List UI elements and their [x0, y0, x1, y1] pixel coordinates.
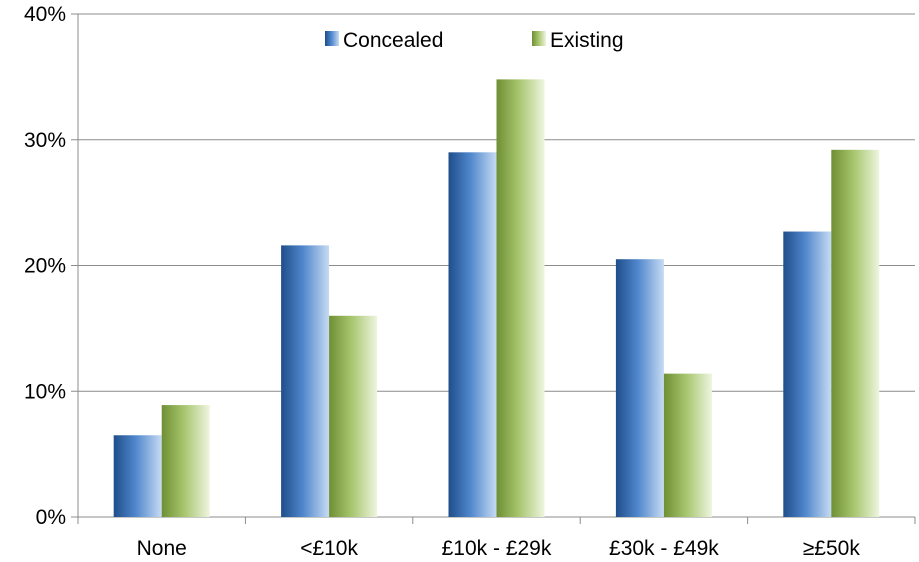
legend-label-concealed: Concealed: [343, 29, 443, 52]
y-tick-label: 40%: [24, 3, 66, 26]
bar-concealed: [783, 231, 832, 518]
bar-existing: [329, 315, 378, 517]
y-tick-label: 30%: [24, 129, 66, 152]
x-tick-label: ≥£50k: [803, 537, 861, 560]
bar-existing: [831, 149, 880, 517]
tick-labels: 0% 10% 20% 30% 40% None <£10k £10k - £29k £30k -…: [24, 3, 860, 560]
legend-swatch-concealed: [325, 31, 339, 46]
y-tick-label: 20%: [24, 255, 66, 278]
legend-label-existing: Existing: [550, 29, 624, 52]
x-tick-label: None: [137, 537, 187, 560]
x-tick-label: £30k - £49k: [609, 537, 719, 560]
bar-concealed: [615, 259, 664, 517]
bar-concealed: [281, 245, 330, 517]
x-tick-label: <£10k: [300, 537, 358, 560]
legend-swatch-existing: [532, 31, 546, 46]
bar-concealed: [448, 152, 497, 517]
y-tick-label: 10%: [24, 380, 66, 403]
y-tick-label: 0%: [36, 506, 66, 529]
bar-existing: [496, 79, 545, 517]
x-tick-label: £10k - £29k: [442, 537, 552, 560]
legend: Concealed Existing: [325, 29, 624, 52]
bar-existing: [663, 373, 712, 517]
bar-concealed: [113, 435, 162, 517]
bar-existing: [161, 405, 210, 517]
bars: [113, 79, 880, 518]
